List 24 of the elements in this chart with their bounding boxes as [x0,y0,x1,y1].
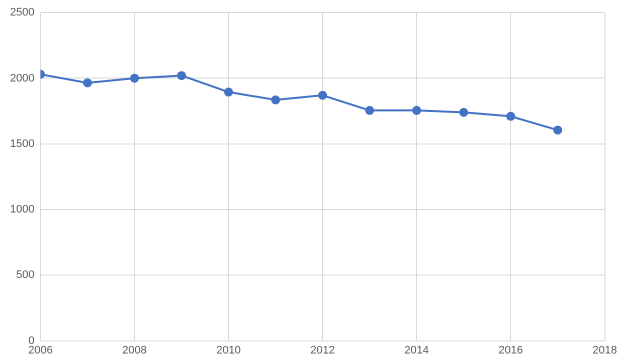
x-tick-label: 2016 [498,344,523,356]
y-tick-label: 1500 [10,138,34,150]
y-tick-label: 500 [16,269,34,282]
y-tick-label: 2500 [10,6,34,19]
point [553,126,562,135]
point [459,108,468,117]
point [224,88,234,97]
x-tick-label: 2014 [404,344,429,356]
point [412,106,422,115]
y-tick-label: 1000 [10,204,34,216]
point [130,74,140,83]
point [506,112,516,121]
point [177,71,186,80]
x-tick-label: 2010 [216,344,241,356]
x-tick-label: 2008 [122,344,147,356]
x-tick-label: 2018 [592,344,618,356]
y-tick-label: 0 [28,334,34,347]
y-tick-label: 2000 [10,72,34,84]
point [365,106,374,115]
point [318,90,328,100]
point [82,78,92,88]
x-tick-label: 2012 [310,344,335,356]
x-tick-label: 2006 [28,344,53,356]
point [271,95,280,104]
